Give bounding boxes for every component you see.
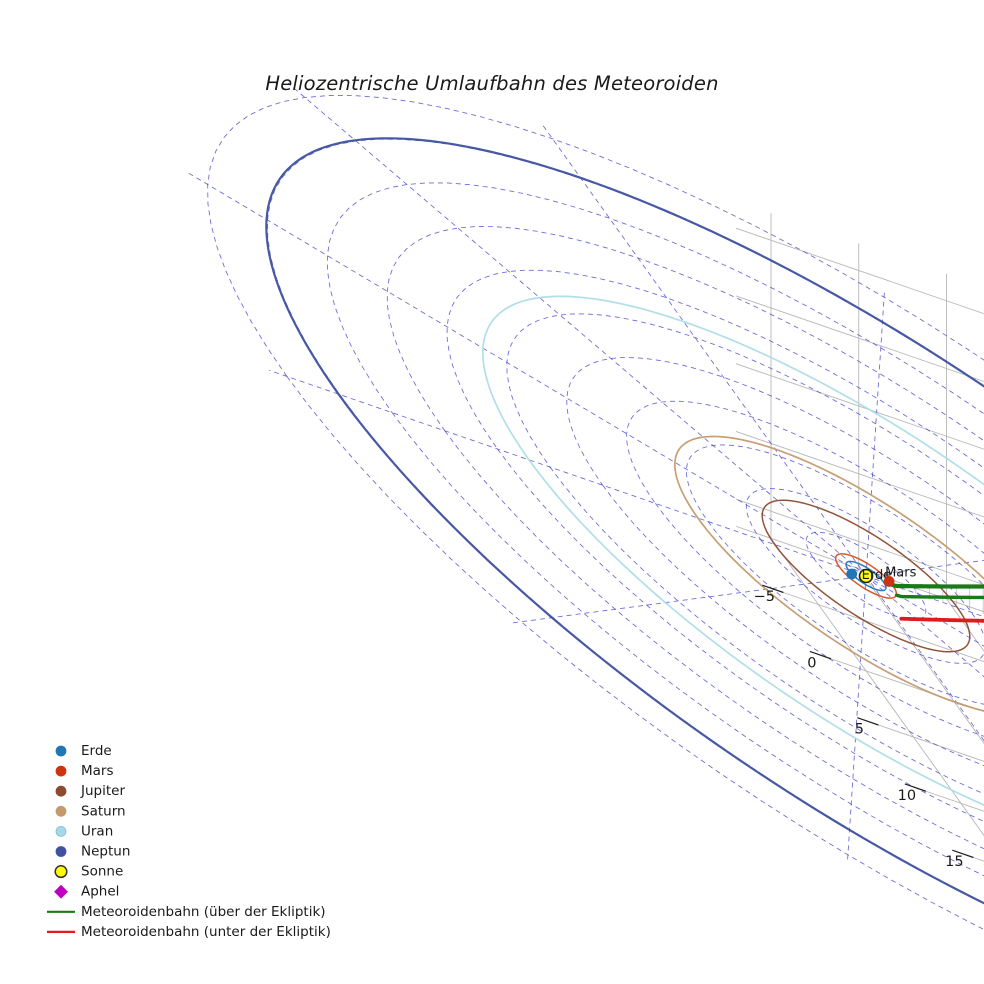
polar-grid (187, 82, 984, 930)
legend-item[interactable]: Aphel (54, 884, 120, 900)
legend-item[interactable]: Jupiter (55, 783, 125, 799)
legend-item-label: Uran (81, 823, 113, 839)
legend-item-label: Meteoroidenbahn (über der Ekliptik) (81, 904, 326, 920)
y-tick-label: 0 (807, 655, 816, 671)
legend-item-label: Neptun (81, 844, 130, 860)
legend-item[interactable]: Mars (55, 763, 114, 779)
legend-item-label: Jupiter (80, 783, 125, 799)
y-tick-label: −5 (754, 589, 775, 605)
y-tick-label: 5 (855, 722, 864, 738)
meteoroid-trajectory (886, 581, 984, 623)
legend-item-label: Meteoroidenbahn (unter der Ekliptik) (81, 924, 331, 940)
body-label-erde: Erde (862, 568, 892, 583)
legend: Erde Mars Jupiter Saturn Uran Neptun Sonne Aphe… (47, 743, 331, 940)
body-label-mars: Mars (885, 565, 917, 580)
legend-item-label: Saturn (81, 803, 126, 819)
legend-item[interactable]: Neptun (55, 844, 130, 860)
legend-item[interactable]: Meteoroidenbahn (unter der Ekliptik) (47, 924, 331, 940)
y-tick-label: 10 (898, 788, 916, 804)
legend-item-label: Erde (81, 743, 112, 759)
axis-ticks: −30−25−20−15−10−5−505101520151050−5 (754, 584, 974, 870)
legend-item[interactable]: Uran (55, 823, 113, 839)
legend-item-label: Aphel (81, 884, 119, 900)
legend-item[interactable]: Sonne (54, 864, 123, 880)
legend-item[interactable]: Meteoroidenbahn (über der Ekliptik) (47, 904, 326, 920)
legend-item-label: Mars (81, 763, 114, 779)
legend-item-label: Sonne (81, 864, 123, 880)
page-title: Heliozentrische Umlaufbahn des Meteoroid… (265, 72, 719, 95)
legend-item[interactable]: Saturn (55, 803, 126, 819)
legend-item[interactable]: Erde (55, 743, 112, 759)
y-tick-label: 15 (945, 854, 963, 870)
planet-orbits (265, 137, 984, 905)
celestial-body-markers: ErdeMarsSaturnNeptun (846, 565, 917, 587)
